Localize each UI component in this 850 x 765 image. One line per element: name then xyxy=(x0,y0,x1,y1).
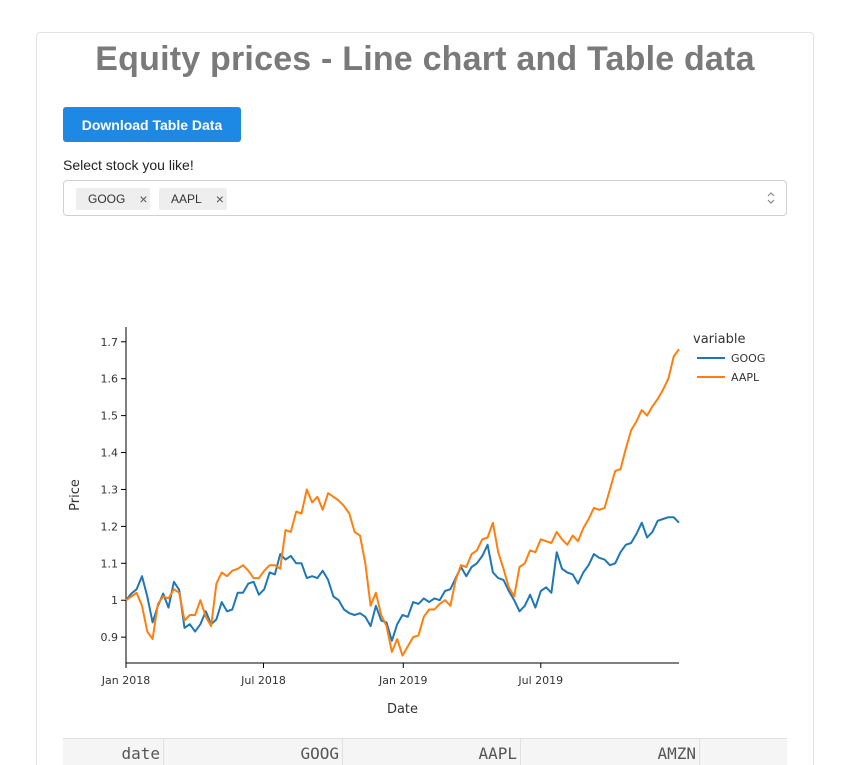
table-header-goog[interactable]: GOOG xyxy=(164,739,343,765)
y-tick-label: 1 xyxy=(111,594,118,607)
y-tick-label: 1.3 xyxy=(101,483,119,496)
table-header-aapl[interactable]: AAPL xyxy=(343,739,521,765)
legend-title: variable xyxy=(693,332,745,347)
page-title: Equity prices - Line chart and Table dat… xyxy=(95,40,755,78)
x-tick-label: Jul 2019 xyxy=(517,674,563,687)
y-tick-label: 1.6 xyxy=(101,373,119,386)
legend-label-aapl: AAPL xyxy=(731,371,760,384)
stock-multiselect[interactable]: GOOG × AAPL × xyxy=(63,180,787,216)
y-tick-label: 1.2 xyxy=(101,520,119,533)
tag-goog-label: GOOG xyxy=(88,192,126,206)
y-tick-label: 1.5 xyxy=(101,410,119,423)
table-header-date[interactable]: date xyxy=(63,739,164,765)
table-header: date GOOG AAPL AMZN xyxy=(63,738,787,765)
dashboard-card xyxy=(36,32,814,765)
remove-aapl-icon[interactable]: × xyxy=(215,191,224,207)
y-tick-label: 1.7 xyxy=(101,336,119,349)
tag-aapl: AAPL × xyxy=(159,188,227,210)
y-tick-label: 1.1 xyxy=(101,557,119,570)
y-tick-label: 1.4 xyxy=(101,447,119,460)
legend-label-goog: GOOG xyxy=(731,352,765,365)
y-axis-label: Price xyxy=(68,479,83,511)
tag-aapl-label: AAPL xyxy=(171,192,202,206)
series-line-goog[interactable] xyxy=(125,516,680,642)
table-header-amzn[interactable]: AMZN xyxy=(521,739,700,765)
series-line-aapl[interactable] xyxy=(125,348,680,657)
remove-goog-icon[interactable]: × xyxy=(139,191,148,207)
x-axis-label: Date xyxy=(387,702,418,717)
x-tick-label: Jan 2019 xyxy=(378,674,427,687)
x-tick-label: Jul 2018 xyxy=(240,674,286,687)
select-label: Select stock you like! xyxy=(63,157,194,173)
x-tick-label: Jan 2018 xyxy=(101,674,150,687)
y-tick-label: 0.9 xyxy=(101,631,119,644)
tag-goog: GOOG × xyxy=(76,188,150,210)
download-table-button[interactable]: Download Table Data xyxy=(63,107,241,142)
chevron-updown-icon[interactable] xyxy=(766,190,776,206)
